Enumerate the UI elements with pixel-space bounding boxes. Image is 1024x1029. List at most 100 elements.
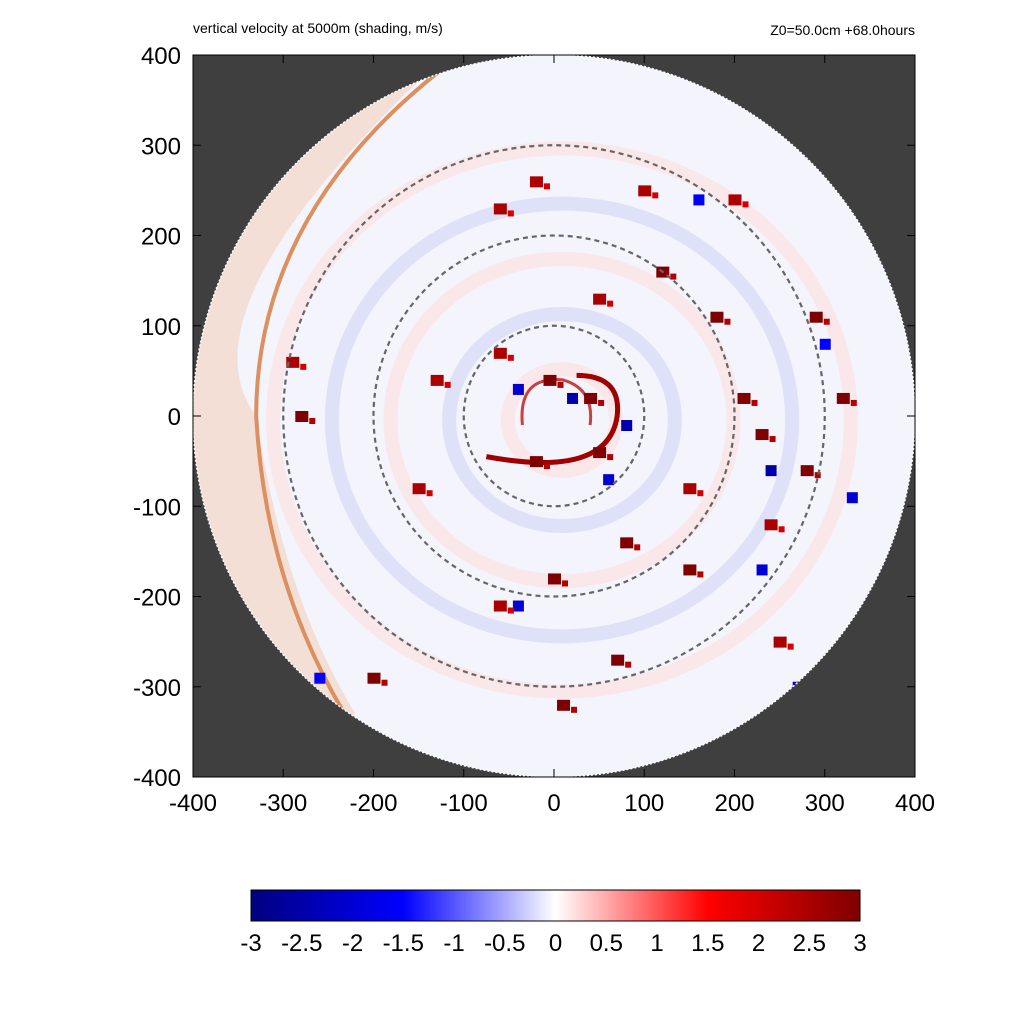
updraft-cell [652,192,659,199]
updraft-cell [607,454,614,461]
downdraft-cell [693,194,705,206]
updraft-cell [507,607,514,614]
swirl-bands [266,141,858,699]
updraft-cell [444,381,451,388]
colorbar [250,889,861,922]
colorbar-tick-label: 2 [752,930,765,957]
updraft-cell [557,381,564,388]
updraft-cell [493,347,507,359]
shaded-crescent-region [193,55,446,777]
updraft-cell [697,571,704,578]
updraft-cell [309,418,316,424]
x-tick-label: 300 [805,790,845,817]
updraft-cell [381,679,388,686]
colorbar-tick-label: 1 [650,930,663,957]
downdraft-cell [603,474,615,486]
chart-subtitle: Z0=50.0cm +68.0hours [770,22,915,38]
y-tick-label: 100 [141,314,181,341]
updraft-cell [493,600,507,612]
colorbar-tick-label: 2.5 [793,930,826,957]
colorbar-tick-label: 3 [853,930,866,957]
updraft-cell [367,672,381,684]
x-tick-label: 200 [714,790,754,817]
updraft-cell [557,699,571,711]
updraft-cell [548,573,561,585]
updraft-cell [850,399,857,406]
colorbar-tick-label: -1.5 [383,930,424,957]
colorbar-tick-label: -3 [240,930,261,957]
updraft-cell [620,537,634,549]
updraft-cell [742,201,749,208]
updraft-cell [836,392,850,404]
updraft-cell [412,483,426,495]
downdraft-cell [512,383,524,395]
updraft-cell [634,544,641,551]
x-tick-label: 0 [547,790,560,817]
swirl-band [442,306,682,534]
updraft-cell [430,374,444,386]
updraft-cell [529,456,543,468]
chart-title: vertical velocity at 5000m (shading, m/s… [193,20,443,36]
updraft-cell [823,318,830,325]
x-tick-label: -200 [349,790,397,817]
updraft-cell [625,661,632,668]
y-tick-label: 0 [168,404,181,431]
x-tick-label: -300 [259,790,307,817]
reference-circle-100 [462,324,646,508]
updraft-cell [507,210,514,217]
updraft-cell [593,293,607,305]
updraft-cell [773,636,787,648]
downdraft-cell [756,564,768,576]
updraft-cell [300,363,307,370]
updraft-cell [809,311,823,323]
updraft-cell [728,194,742,206]
colorbar-tick-label: -2 [342,930,363,957]
updraft-cell [286,356,300,368]
updraft-cell [814,472,821,479]
updraft-cell [426,490,433,497]
updraft-cell [598,399,605,406]
updraft-cell [683,483,697,495]
updraft-cell [529,176,543,188]
updraft-cell [737,392,751,404]
updraft-cell [764,519,778,531]
updraft-cell [584,392,598,404]
reference-circle-200 [372,234,736,598]
updraft-cell [697,490,704,497]
colorbar-tick-label: -0.5 [484,930,525,957]
colorbar-tick-label: 0 [549,930,562,957]
eyewall-inner-arc [520,378,593,426]
updraft-cell [607,300,614,307]
swirl-band [266,141,858,699]
updraft-cell [751,399,758,406]
y-tick-label: -100 [133,494,181,521]
y-tick-label: 400 [141,43,181,70]
x-tick-label: -400 [169,790,217,817]
updraft-cell [543,463,550,470]
updraft-cell [295,411,309,422]
y-tick-label: -200 [133,585,181,612]
updraft-cell [670,273,677,280]
updraft-cell [755,429,769,441]
downdraft-cell [819,338,831,350]
updraft-cell [593,447,607,459]
updraft-cell [710,311,724,323]
updraft-cell [543,374,557,386]
downdraft-cell [314,672,326,684]
swirl-band [324,196,800,644]
downdraft-cell [765,465,777,477]
updraft-cell [683,564,697,576]
updraft-cell [493,203,507,215]
updraft-cell [638,185,652,197]
y-tick-label: -300 [133,675,181,702]
colorbar-tick-label: -2.5 [281,930,322,957]
y-tick-label: 200 [141,224,181,251]
colorbar-tick-label: 1.5 [691,930,724,957]
colorbar-tick-label: 0.5 [590,930,623,957]
x-tick-label: 100 [624,790,664,817]
x-tick-label: -100 [440,790,488,817]
updraft-cell [724,318,731,325]
y-tick-label: 300 [141,133,181,160]
